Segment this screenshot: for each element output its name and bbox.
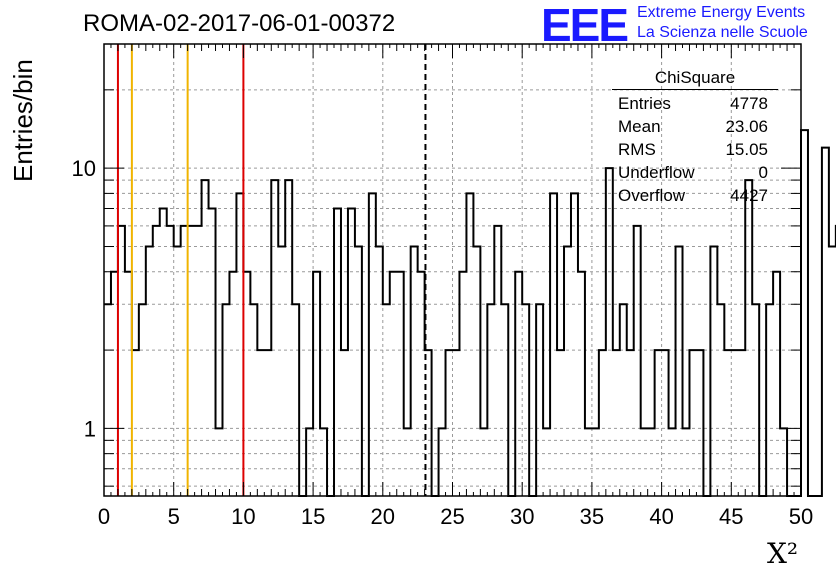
x-tick-label: 5 [168, 504, 180, 529]
y-tick-label: 1 [84, 416, 96, 441]
x-tick-label: 40 [649, 504, 673, 529]
x-axis-label-text: X² [767, 537, 799, 570]
stats-row: Entries 4778 [612, 92, 778, 115]
x-tick-label: 10 [231, 504, 255, 529]
logo-line-1: Extreme Energy Events [637, 4, 806, 21]
y-tick-label: 10 [72, 156, 96, 181]
stats-value: 4427 [730, 186, 768, 205]
stats-box: ChiSquare Entries 4778 Mean 23.06 RMS 15.05… [612, 68, 778, 207]
stats-value: 4778 [730, 94, 768, 113]
x-tick-label: 0 [98, 504, 110, 529]
x-tick-label: 25 [440, 504, 464, 529]
stats-label: Overflow [618, 186, 686, 205]
x-tick-label: 30 [510, 504, 534, 529]
stats-value: 23.06 [725, 117, 768, 136]
x-tick-label: 50 [789, 504, 813, 529]
chart-title: ROMA-02-2017-06-01-00372 [83, 10, 396, 37]
stats-title: ChiSquare [612, 68, 778, 90]
stats-row: Overflow 4427 [612, 184, 778, 207]
stats-label: RMS [618, 140, 656, 159]
x-tick-label: 35 [580, 504, 604, 529]
x-tick-label: 20 [371, 504, 395, 529]
y-axis-label: Entries/bin [8, 59, 38, 182]
x-axis-label: X² [767, 537, 798, 570]
x-tick-label: 45 [719, 504, 743, 529]
stats-label: Entries [618, 94, 671, 113]
stats-row: Underflow 0 [612, 161, 778, 184]
stats-label: Underflow [618, 163, 695, 182]
stats-value: 15.05 [725, 140, 768, 159]
x-tick-label: 15 [301, 504, 325, 529]
stats-label: Mean [618, 117, 661, 136]
stats-row: RMS 15.05 [612, 138, 778, 161]
logo-line-2: La Scienza nelle Scuole [637, 24, 808, 41]
eee-logo: EEE [541, 0, 629, 51]
stats-value: 0 [758, 163, 768, 182]
stats-row: Mean 23.06 [612, 115, 778, 138]
